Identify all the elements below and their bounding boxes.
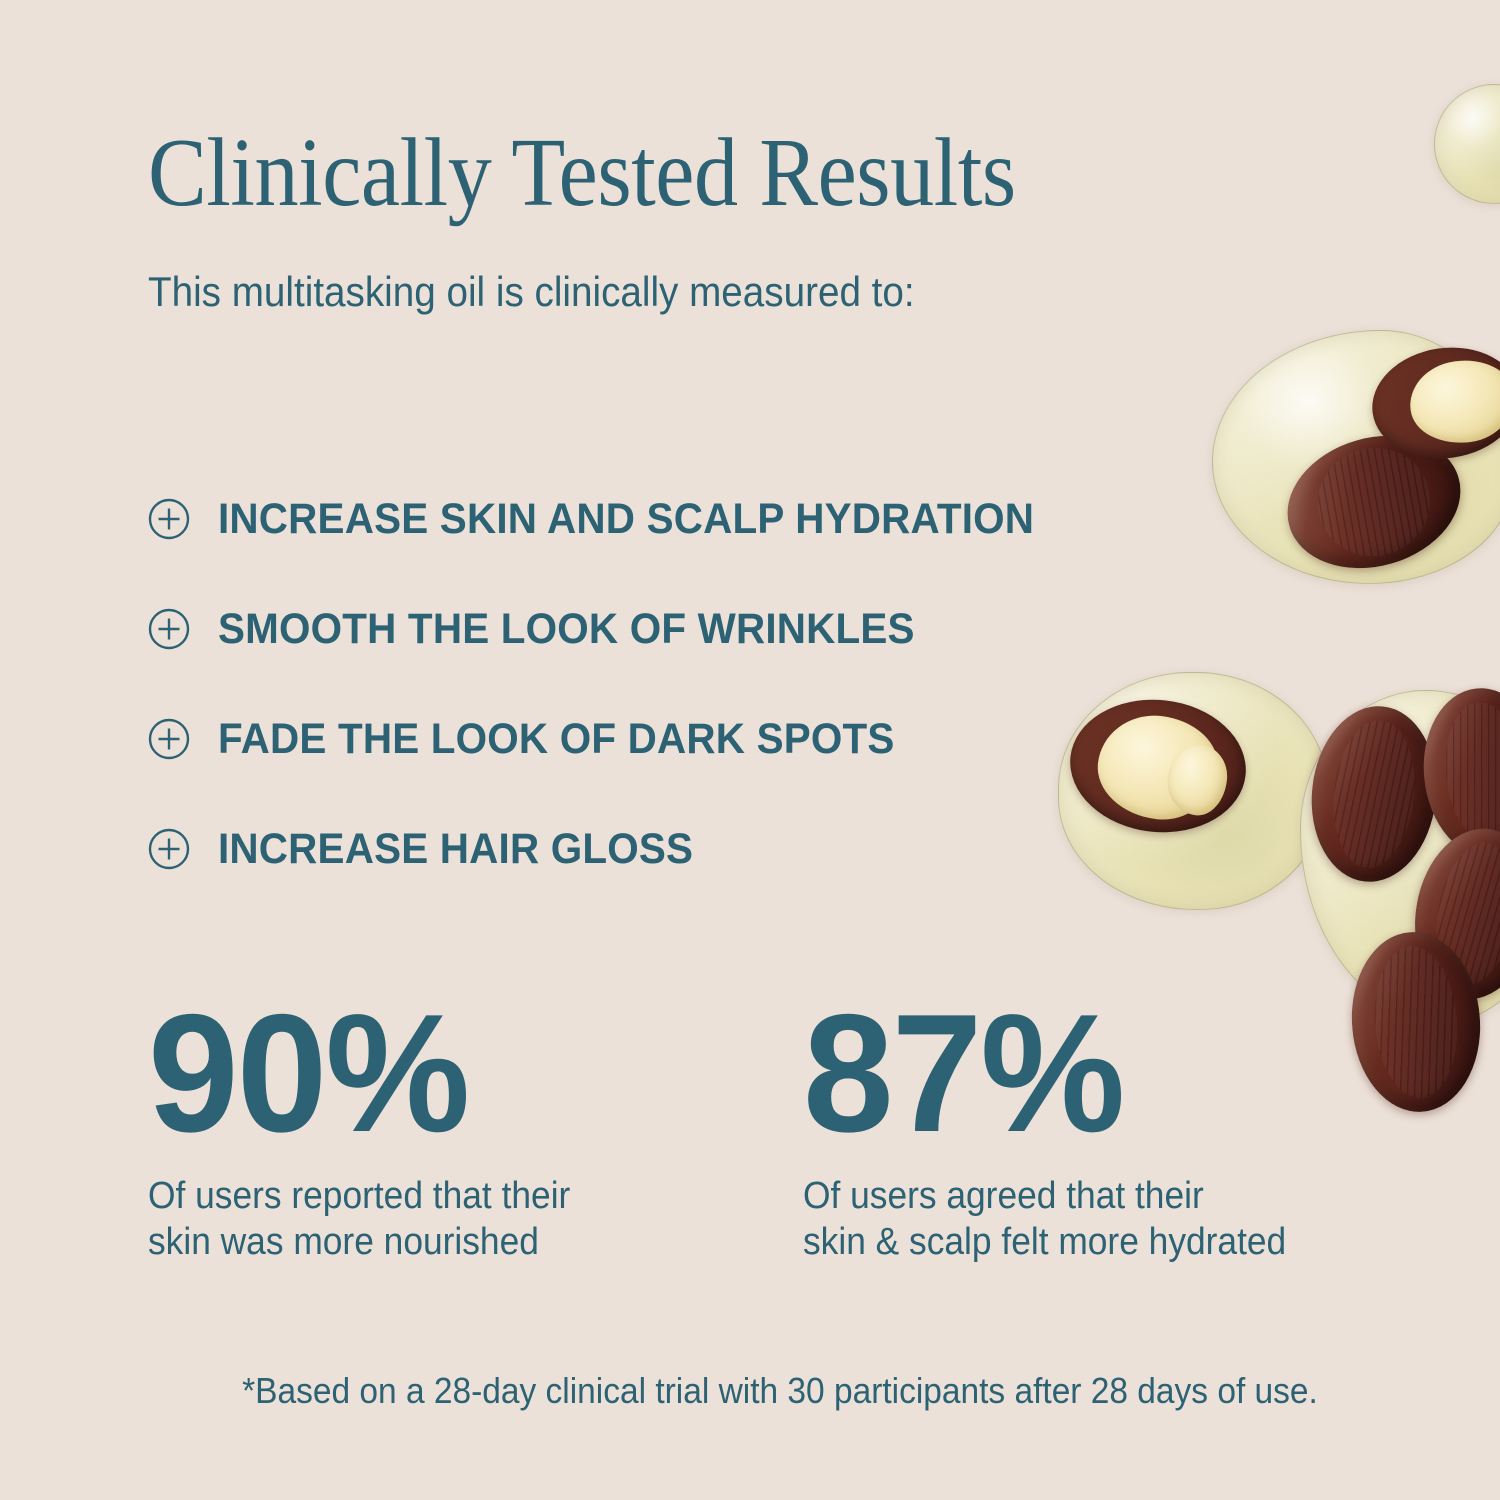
benefit-item: INCREASE SKIN AND SCALP HYDRATION bbox=[148, 464, 1248, 574]
benefit-item: SMOOTH THE LOOK OF WRINKLES bbox=[148, 574, 1248, 684]
stat-description: Of users agreed that their skin & scalp … bbox=[803, 1174, 1287, 1263]
page-subtitle: This multitasking oil is clinically meas… bbox=[148, 268, 915, 315]
circle-plus-icon bbox=[148, 608, 190, 650]
benefit-label: INCREASE SKIN AND SCALP HYDRATION bbox=[218, 494, 1035, 543]
circle-plus-icon bbox=[148, 828, 190, 870]
benefit-item: FADE THE LOOK OF DARK SPOTS bbox=[148, 684, 1248, 794]
footnote-disclaimer: *Based on a 28-day clinical trial with 3… bbox=[242, 1370, 1318, 1411]
stat-value: 87% bbox=[803, 979, 1125, 1167]
benefit-label: FADE THE LOOK OF DARK SPOTS bbox=[218, 714, 895, 763]
benefit-label: SMOOTH THE LOOK OF WRINKLES bbox=[218, 604, 915, 653]
circle-plus-icon bbox=[148, 718, 190, 760]
stat-block: 87% Of users agreed that their skin & sc… bbox=[803, 979, 1418, 1265]
statistics-section: 90% Of users reported that their skin wa… bbox=[148, 979, 1418, 1265]
stat-block: 90% Of users reported that their skin wa… bbox=[148, 979, 803, 1265]
benefit-label: INCREASE HAIR GLOSS bbox=[218, 824, 694, 873]
benefit-item: INCREASE HAIR GLOSS bbox=[148, 794, 1248, 904]
benefits-list: INCREASE SKIN AND SCALP HYDRATION SMOOTH… bbox=[148, 464, 1248, 904]
page-title: Clinically Tested Results bbox=[148, 119, 1016, 227]
circle-plus-icon bbox=[148, 498, 190, 540]
stat-description: Of users reported that their skin was mo… bbox=[148, 1174, 571, 1263]
stat-value: 90% bbox=[148, 979, 470, 1167]
